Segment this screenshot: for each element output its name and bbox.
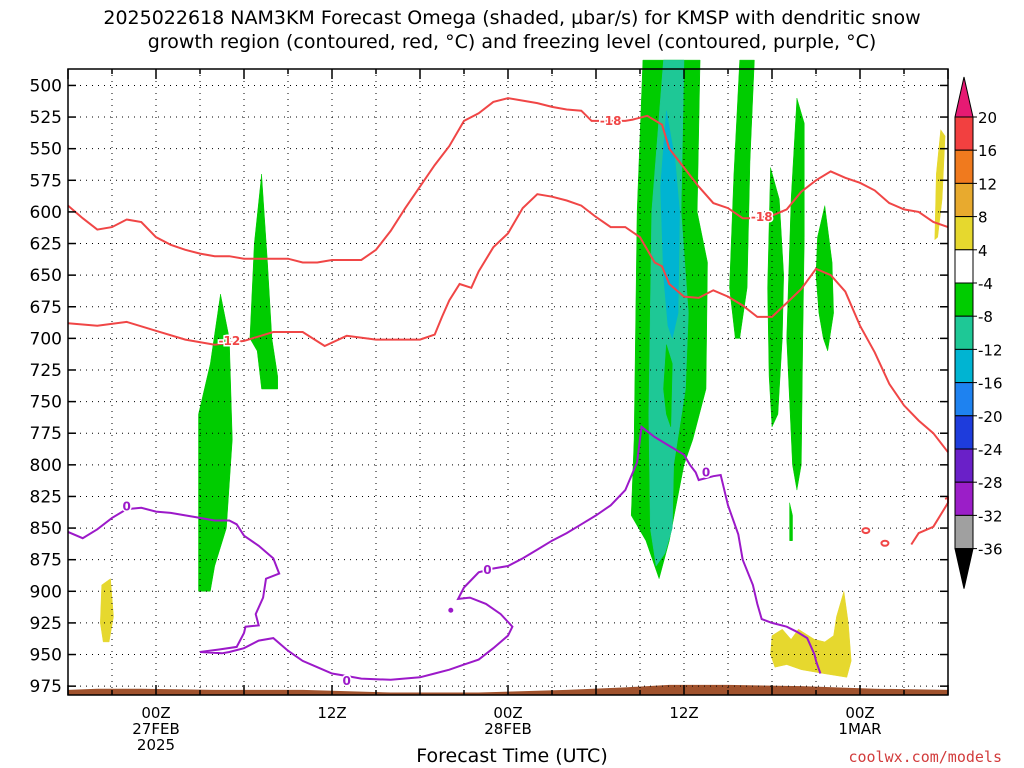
colorbar-segment: [954, 514, 974, 550]
y-tick-label: 650: [30, 266, 62, 286]
y-tick-label: 725: [30, 361, 62, 381]
contour-edge: [910, 496, 949, 546]
colorbar-label: -36: [978, 541, 1003, 559]
omega-region: [770, 591, 852, 678]
omega-shading-layer: [100, 59, 946, 678]
colorbar-segment: [954, 216, 974, 251]
colorbar-label: -32: [978, 507, 1003, 525]
colorbar-segment: [954, 116, 974, 151]
colorbar-label: -24: [978, 441, 1003, 459]
chart-subtitle: growth region (contoured, red, °C) and f…: [147, 31, 877, 53]
y-tick-label: 875: [30, 551, 62, 571]
y-tick-label: 550: [30, 140, 62, 160]
x-tick-label: 27FEB: [132, 720, 179, 738]
colorbar-label: -12: [978, 341, 1003, 359]
colorbar-segment: [954, 415, 974, 450]
x-tick-label: 12Z: [669, 704, 698, 722]
x-tick-label: 12Z: [317, 704, 346, 722]
contour-layer: [67, 97, 949, 681]
omega-region: [198, 294, 233, 592]
colorbar-label: 8: [978, 209, 988, 227]
y-tick-label: 975: [30, 677, 62, 697]
credit-link[interactable]: coolwx.com/models: [848, 748, 1002, 766]
x-tick-label: 1MAR: [838, 720, 881, 738]
y-tick-label: 600: [30, 203, 62, 223]
contour-label: -18: [751, 210, 773, 224]
x-axis-title: Forecast Time (UTC): [416, 745, 608, 767]
colorbar-segment: [954, 315, 974, 350]
contour-label: -12: [218, 334, 240, 348]
x-tick-label: 28FEB: [484, 720, 531, 738]
omega-region: [249, 173, 278, 390]
y-tick-label: 800: [30, 456, 62, 476]
colorbar-segment: [954, 348, 974, 384]
colorbar-label: -4: [978, 275, 993, 293]
colorbar-top-arrow: [954, 76, 974, 118]
y-tick-label: 825: [30, 487, 62, 507]
contour-label: 0: [702, 465, 710, 479]
x-tick-label: 00Z: [845, 704, 874, 722]
y-tick-label: 850: [30, 519, 62, 539]
y-tick-label: 525: [30, 108, 62, 128]
y-axis: 500 525 550 575 600 625 650 675 700 725 750 775 800 8…: [30, 76, 948, 697]
y-tick-label: 625: [30, 235, 62, 255]
y-tick-label: 775: [30, 424, 62, 444]
y-tick-label: 500: [30, 76, 62, 96]
colorbar-segment: [954, 282, 974, 317]
y-tick-label: 700: [30, 329, 62, 349]
omega-region: [660, 110, 680, 340]
omega-region: [767, 167, 784, 428]
colorbar-segment: [954, 249, 974, 284]
colorbar-segment: [954, 448, 974, 483]
colorbar-bottom-arrow: [954, 548, 974, 589]
y-tick-label: 750: [30, 393, 62, 413]
colorbar-segment: [954, 182, 974, 218]
colorbar-label: -28: [978, 474, 1003, 492]
contour-label: 0: [122, 500, 130, 514]
contour-ring: [880, 539, 890, 547]
omega-region: [789, 502, 793, 541]
colorbar-label: 4: [978, 242, 988, 260]
colorbar-label: 16: [978, 142, 997, 160]
y-tick-label: 925: [30, 614, 62, 634]
y-tick-label: 575: [30, 171, 62, 191]
y-tick-label: 900: [30, 582, 62, 602]
contour-label-layer: -12 -18 -18 0 0 0 0: [121, 112, 774, 689]
omega-region: [729, 59, 755, 339]
colorbar-segment: [954, 149, 974, 184]
colorbar-segment: [954, 382, 974, 417]
contour-label: -18: [600, 114, 622, 128]
contour-label: 0: [342, 674, 350, 688]
colorbar-segment: [954, 481, 974, 516]
omega-region: [815, 205, 834, 352]
omega-region: [100, 578, 114, 643]
contour-0: [67, 425, 822, 681]
colorbar-label: -20: [978, 408, 1003, 426]
x-tick-label: 00Z: [493, 704, 522, 722]
x-tick-label: 2025: [137, 736, 175, 754]
colorbar-label: 20: [978, 109, 997, 127]
contour--12: [67, 193, 949, 453]
y-tick-label: 675: [30, 298, 62, 318]
x-tick-label: 00Z: [141, 704, 170, 722]
contour-dot: [448, 607, 454, 613]
omega-region: [663, 344, 673, 427]
contour-label: 0: [483, 563, 491, 577]
colorbar-label: 12: [978, 175, 997, 193]
colorbar: 20 16 12 8 4 -4 -8 -12 -16 -20 -24 -28 -32 -36: [954, 76, 1003, 589]
grid-layer: [68, 69, 948, 695]
contour--18: [67, 97, 949, 264]
colorbar-label: -8: [978, 308, 993, 326]
y-tick-label: 950: [30, 646, 62, 666]
chart-title: 2025022618 NAM3KM Forecast Omega (shaded…: [103, 7, 921, 29]
colorbar-label: -16: [978, 375, 1003, 393]
omega-region: [934, 129, 946, 241]
contour-ring: [861, 527, 871, 535]
